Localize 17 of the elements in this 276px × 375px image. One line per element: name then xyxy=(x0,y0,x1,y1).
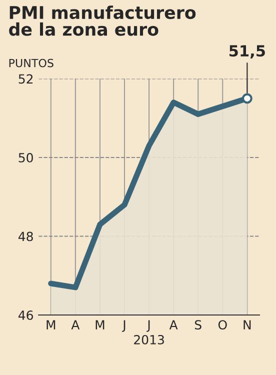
y-tick-label: 50 xyxy=(18,152,33,162)
x-tick-label: A xyxy=(71,320,80,330)
chart-title: PMI manufacturero de la zona euro xyxy=(9,6,196,36)
x-tick-label: M xyxy=(96,320,104,330)
x-tick-label: M xyxy=(46,320,56,330)
data-label: 51,5 xyxy=(230,45,265,59)
y-tick-label: 52 xyxy=(18,74,33,84)
x-tick-label: J xyxy=(146,320,150,332)
x-tick-label: O xyxy=(218,320,227,330)
y-tick-label: 46 xyxy=(18,310,33,320)
x-tick-label: S xyxy=(194,320,202,330)
y-tick-label: 48 xyxy=(18,232,33,242)
x-tick-label: A xyxy=(169,320,178,330)
x-tick-label: N xyxy=(244,320,251,330)
y-axis-title: PUNTOS xyxy=(9,58,54,68)
x-tick-label: J xyxy=(122,320,126,332)
x-axis-title: 2013 xyxy=(134,334,164,344)
